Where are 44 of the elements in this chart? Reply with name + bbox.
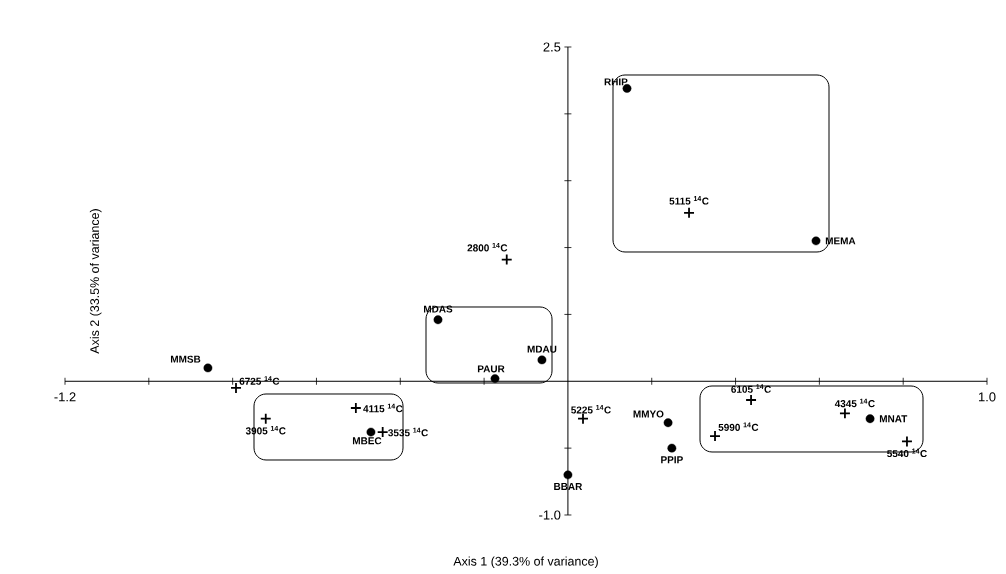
- y-axis-title: Axis 2 (33.5% of variance): [89, 209, 102, 354]
- annotation: 6105 $^{14}$C: [731, 384, 771, 393]
- annotation: 5540 $^{14}$C: [887, 448, 927, 458]
- annotation: MMSB: [170, 355, 201, 363]
- point: [376, 426, 389, 438]
- point: [709, 430, 721, 442]
- x-tick-label: -1.2: [54, 392, 76, 402]
- annotation: 2800 $^{14}$C: [467, 242, 508, 252]
- annotation: MMYO: [633, 410, 664, 418]
- x-tick-label: 1.0: [978, 392, 996, 402]
- point: [839, 407, 851, 420]
- point: [563, 470, 573, 480]
- point: [811, 236, 821, 246]
- point: [901, 435, 913, 448]
- point: [203, 363, 213, 373]
- annotation: MEMA: [825, 237, 856, 245]
- annotation: 4115 $^{14}$C: [363, 403, 403, 413]
- annotation: MBEC: [352, 437, 382, 445]
- annotation: PAUR: [477, 365, 505, 373]
- annotation: 5225 $^{14}$C: [571, 405, 611, 414]
- point: [865, 414, 875, 424]
- point: [683, 206, 695, 219]
- point: [537, 355, 547, 365]
- point: [490, 374, 500, 383]
- point: [745, 394, 757, 406]
- annotation: PPIP: [661, 456, 683, 464]
- point: [500, 253, 513, 266]
- point: [663, 418, 673, 428]
- x-axis-title: Axis 1 (39.3% of variance): [453, 556, 598, 569]
- annotation: MNAT: [879, 415, 908, 423]
- annotation: MDAU: [527, 345, 557, 353]
- point: [667, 443, 677, 453]
- point: [433, 315, 443, 325]
- annotation: 5115 $^{14}$C: [669, 196, 709, 205]
- y-tick-label: -1.0: [539, 510, 561, 520]
- annotation: RHIP: [604, 78, 628, 86]
- annotation: 4345 $^{14}$C: [834, 398, 875, 408]
- point: [349, 402, 362, 414]
- annotation: 5990 $^{14}$C: [718, 422, 759, 431]
- point: [366, 427, 376, 437]
- annotation: 3535 $^{14}$C: [388, 427, 428, 437]
- y-tick-label: 2.5: [543, 42, 561, 52]
- annotation: 3905 $^{14}$C: [245, 425, 286, 435]
- point: [259, 412, 272, 425]
